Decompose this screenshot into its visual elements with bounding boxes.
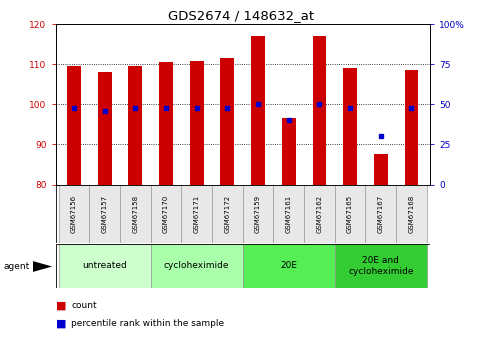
Bar (190, 61, 204, 185)
Text: GSM67167: GSM67167 (378, 195, 384, 233)
Text: GSM67158: GSM67158 (132, 195, 138, 233)
Text: GSM67171: GSM67171 (194, 195, 199, 233)
Bar (243, 244, 335, 288)
Bar (58, 244, 151, 288)
Bar (151, 244, 243, 288)
Text: GSM67170: GSM67170 (163, 195, 169, 233)
Text: GSM67168: GSM67168 (409, 195, 414, 233)
Text: GSM67172: GSM67172 (225, 195, 230, 233)
Bar (243, 185, 273, 243)
Bar (374, 155, 388, 185)
Bar (98, 72, 112, 185)
Text: cycloheximide: cycloheximide (164, 262, 229, 270)
Text: 20E: 20E (280, 262, 297, 270)
Bar (366, 185, 396, 243)
Bar (220, 58, 234, 185)
Text: ■: ■ (56, 300, 66, 310)
Bar (304, 185, 335, 243)
Text: GSM67159: GSM67159 (255, 195, 261, 233)
Text: GSM67156: GSM67156 (71, 195, 77, 233)
Bar (282, 118, 296, 185)
Text: GSM67157: GSM67157 (101, 195, 108, 233)
Bar (396, 185, 427, 243)
Text: untreated: untreated (82, 262, 127, 270)
Text: agent: agent (4, 262, 30, 271)
Bar (251, 36, 265, 185)
Text: count: count (71, 301, 97, 310)
Text: 20E and
cycloheximide: 20E and cycloheximide (348, 256, 413, 276)
Text: ■: ■ (56, 319, 66, 328)
Bar (128, 66, 142, 185)
Text: GDS2674 / 148632_at: GDS2674 / 148632_at (169, 9, 314, 22)
Bar (67, 66, 81, 185)
Bar (58, 185, 89, 243)
Bar (343, 68, 357, 185)
Bar (212, 185, 243, 243)
Polygon shape (33, 261, 52, 272)
Bar (273, 185, 304, 243)
Bar (120, 185, 151, 243)
Bar (159, 62, 173, 185)
Bar (335, 185, 366, 243)
Text: percentile rank within the sample: percentile rank within the sample (71, 319, 225, 328)
Bar (151, 185, 181, 243)
Text: GSM67165: GSM67165 (347, 195, 353, 233)
Bar (405, 70, 418, 185)
Bar (89, 185, 120, 243)
Text: GSM67162: GSM67162 (316, 195, 323, 233)
Bar (181, 185, 212, 243)
Text: GSM67161: GSM67161 (286, 195, 292, 233)
Bar (335, 244, 427, 288)
Bar (313, 36, 327, 185)
